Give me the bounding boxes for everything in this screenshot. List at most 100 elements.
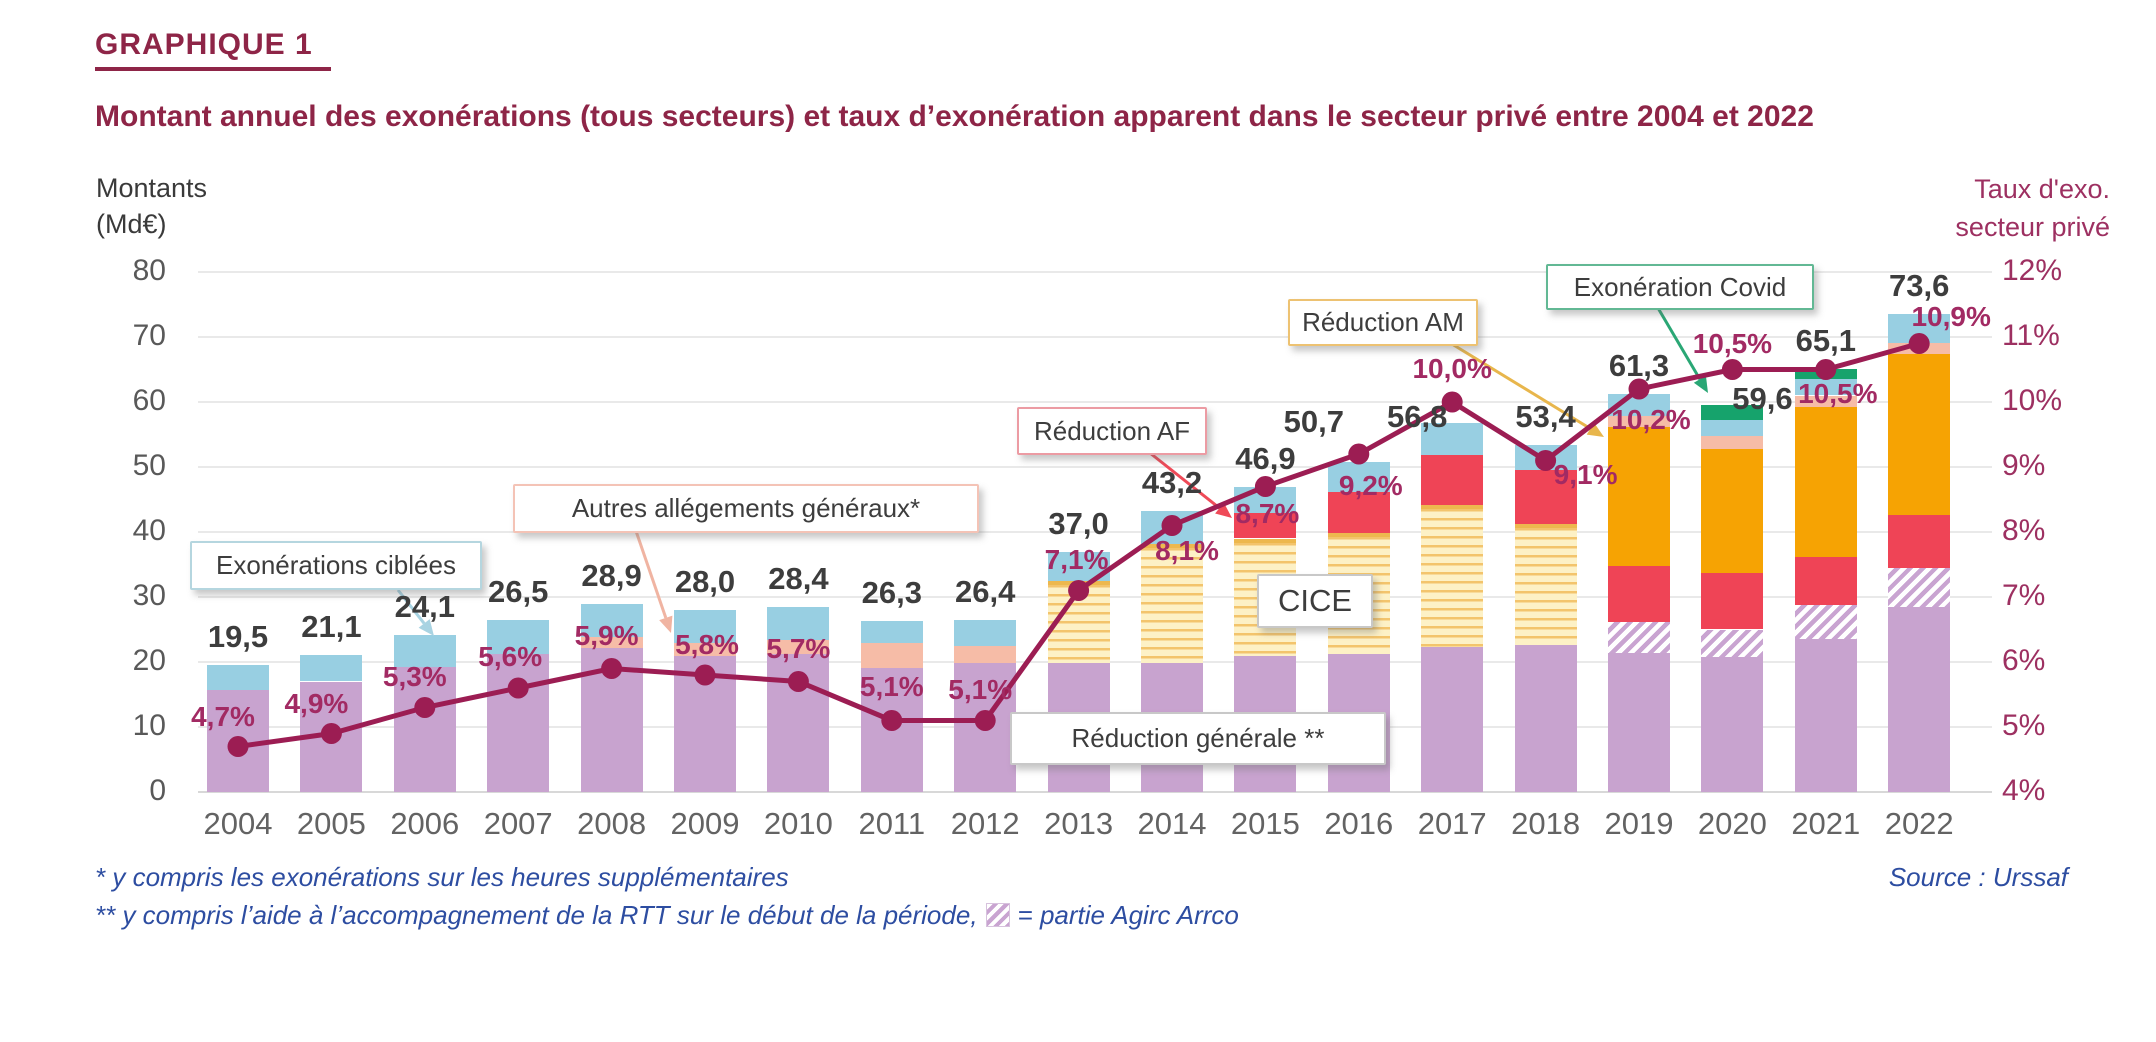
footnote-1: * y compris les exonérations sur les heu… <box>95 862 789 892</box>
right-axis-tick-8: 8% <box>2002 514 2046 547</box>
x-axis-label-2009: 2009 <box>670 806 740 841</box>
left-axis-tick-50: 50 <box>132 449 166 482</box>
bar-2004-exonerations_ciblees <box>207 665 269 690</box>
bar-total-2017: 56,8 <box>1387 398 1448 434</box>
annotation-arrow-reduction-af-line <box>1149 451 1221 510</box>
x-axis-label-2015: 2015 <box>1230 806 1300 841</box>
x-axis-label-2021: 2021 <box>1791 806 1861 841</box>
bar-2018-reduction_generale <box>1514 645 1577 792</box>
rate-marker-2004 <box>227 736 249 757</box>
right-axis-tick-10: 10% <box>2002 384 2063 417</box>
rate-value-2009: 5,8% <box>675 629 739 660</box>
bar-2009-exonerations_ciblees <box>674 610 736 643</box>
bar-2020-agirc_arrco <box>1701 629 1764 657</box>
x-axis-label-2019: 2019 <box>1604 806 1674 841</box>
x-axis-label-2017: 2017 <box>1417 806 1487 841</box>
rate-marker-2021 <box>1815 359 1837 380</box>
left-axis-tick-40: 40 <box>132 514 166 547</box>
bar-2011-exonerations_ciblees <box>860 621 923 644</box>
bar-2019-reduction_generale <box>1608 652 1670 792</box>
bar-total-2008: 28,9 <box>581 558 642 594</box>
bar-total-2011: 26,3 <box>861 575 922 611</box>
x-axis-label-2020: 2020 <box>1697 806 1767 841</box>
gridline-80 <box>198 271 1992 273</box>
gridline-0 <box>198 791 1992 793</box>
annotation-arrow-reduction-af-head <box>1215 502 1232 518</box>
rate-value-2005: 4,9% <box>284 687 349 719</box>
bar-2010-exonerations_ciblees <box>767 607 830 640</box>
bar-total-2022: 73,6 <box>1889 267 1950 303</box>
bar-2022-reduction_generale <box>1888 606 1951 792</box>
rate-value-2012: 5,1% <box>948 673 1013 705</box>
rate-value-2022: 10,9% <box>1911 300 1991 332</box>
bar-2021-autres_allegements <box>1794 395 1857 407</box>
annotation-arrow-reduction-am-line <box>1451 342 1592 430</box>
rate-value-2010: 5,7% <box>766 632 831 664</box>
rate-value-2018: 9,1% <box>1553 458 1618 490</box>
bar-total-2015: 46,9 <box>1235 441 1296 477</box>
x-axis-label-2012: 2012 <box>950 806 1020 841</box>
x-axis-label-2011: 2011 <box>858 806 926 841</box>
bar-2018-reduction_af <box>1514 469 1577 524</box>
rate-value-2014: 8,1% <box>1155 534 1219 566</box>
annotation-arrow-autres-allegements-head <box>659 615 673 633</box>
annotation-autres-allegements: Autres allégements généraux* <box>513 484 979 533</box>
rate-marker-2012 <box>974 710 996 731</box>
right-axis-tick-11: 11% <box>2002 319 2060 352</box>
annotation-reduction-af: Réduction AF <box>1017 407 1207 455</box>
rate-value-2017: 10,0% <box>1412 353 1492 384</box>
agirc-arrco-hatch-swatch <box>985 903 1010 927</box>
rate-value-2007: 5,6% <box>478 641 543 672</box>
bar-2020-reduction_am <box>1701 449 1764 573</box>
bar-2007-exonerations_ciblees <box>487 619 550 655</box>
rate-marker-2013 <box>1068 580 1090 601</box>
x-axis-label-2004: 2004 <box>203 806 273 841</box>
rate-marker-2007 <box>507 677 529 699</box>
left-axis-title: Montants (Md€) <box>96 170 207 242</box>
right-axis-tick-6: 6% <box>2002 644 2046 677</box>
right-axis-title-line1: Taux d'exo. <box>1974 174 2110 204</box>
bar-total-2019: 61,3 <box>1608 347 1670 383</box>
bar-2018-cice <box>1514 523 1577 646</box>
bar-2021-reduction_af <box>1794 557 1857 606</box>
bar-2016-reduction_af <box>1327 492 1390 533</box>
bar-2017-reduction_generale <box>1421 647 1484 792</box>
bar-2020-reduction_generale <box>1701 656 1764 792</box>
footnote-2-text: ** y compris l’aide à l’accompagnement d… <box>95 900 978 930</box>
footnote-2: ** y compris l’aide à l’accompagnement d… <box>95 900 1239 931</box>
rate-value-2011: 5,1% <box>859 670 924 702</box>
rate-marker-2005 <box>320 723 342 744</box>
rate-value-2019: 10,2% <box>1611 404 1691 435</box>
right-axis-tick-5: 5% <box>2002 709 2046 742</box>
right-axis-tick-4: 4% <box>2002 774 2046 807</box>
rate-marker-2010 <box>787 671 809 692</box>
bar-2006-exonerations_ciblees <box>393 635 456 668</box>
rate-marker-2017 <box>1441 391 1463 413</box>
bar-2019-reduction_af <box>1608 566 1670 622</box>
bar-total-2021: 65,1 <box>1795 322 1856 358</box>
bar-2021-reduction_am <box>1794 406 1857 558</box>
right-axis-title-line2: secteur privé <box>1955 212 2110 242</box>
right-axis-tick-7: 7% <box>2002 579 2046 612</box>
annotation-reduction-am: Réduction AM <box>1288 299 1478 346</box>
annotation-exonerations-ciblees: Exonérations ciblées <box>190 541 482 590</box>
bar-2020-covid <box>1701 404 1764 420</box>
annotation-arrow-exonerations-ciblees-line <box>396 589 426 625</box>
left-axis-tick-20: 20 <box>132 644 166 677</box>
bar-2014-cice <box>1141 544 1203 664</box>
bar-2009-autres_allegements <box>674 642 736 657</box>
bar-2005-exonerations_ciblees <box>300 654 363 682</box>
gridline-40 <box>198 531 1992 533</box>
x-axis-label-2016: 2016 <box>1324 806 1394 841</box>
bar-2007-reduction_generale <box>487 654 550 792</box>
gridline-50 <box>198 466 1992 468</box>
bar-2017-exonerations_ciblees <box>1421 422 1484 455</box>
rate-value-2013: 7,1% <box>1044 543 1109 575</box>
bar-2017-cice <box>1421 504 1484 648</box>
x-axis-label-2014: 2014 <box>1137 806 1207 841</box>
page-subtitle: Montant annuel des exonérations (tous se… <box>95 100 1814 133</box>
bar-total-2018: 53,4 <box>1515 398 1576 434</box>
bar-total-2010: 28,4 <box>768 561 829 597</box>
rate-marker-2014 <box>1161 515 1183 536</box>
